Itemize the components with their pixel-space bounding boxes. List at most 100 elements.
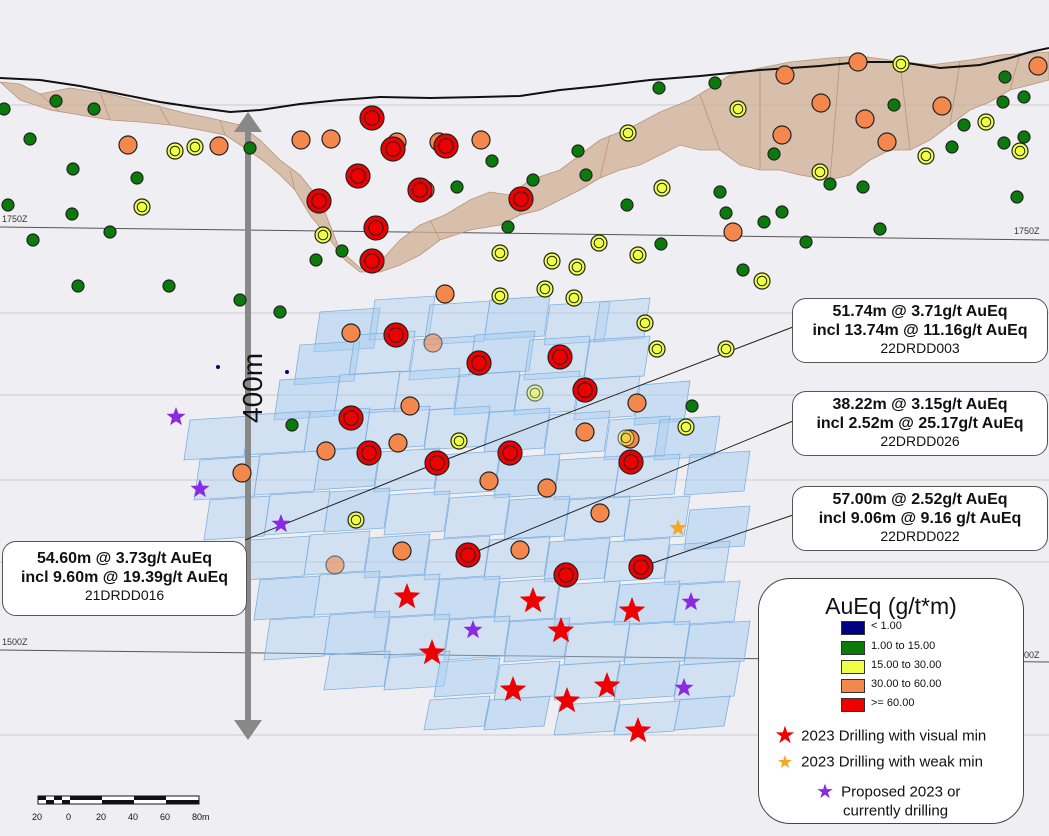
drill-hole-marker bbox=[823, 177, 837, 191]
block-tile bbox=[383, 490, 451, 536]
scale-label: 80m bbox=[192, 812, 210, 822]
legend-class-label: >= 60.00 bbox=[871, 697, 915, 709]
block-tile bbox=[683, 450, 751, 496]
drill-hole-marker bbox=[620, 198, 634, 212]
drill-hole-marker bbox=[209, 136, 229, 156]
drill-hole-marker bbox=[341, 323, 361, 343]
drill-hole-marker bbox=[717, 340, 735, 358]
drill-hole-marker bbox=[273, 305, 287, 319]
drill-hole-marker bbox=[848, 52, 868, 72]
drill-hole-marker bbox=[23, 132, 37, 146]
drill-hole-marker bbox=[547, 344, 573, 370]
block-tile bbox=[683, 620, 751, 666]
drill-hole-marker bbox=[590, 234, 608, 252]
legend-star-proposed-line2: currently drilling bbox=[843, 802, 948, 820]
block-tile bbox=[583, 335, 651, 381]
legend-star-label: currently drilling bbox=[843, 802, 949, 820]
drill-hole-marker bbox=[619, 124, 637, 142]
drill-hole-marker bbox=[359, 105, 385, 131]
scale-label: 60 bbox=[160, 812, 171, 822]
drill-hole-marker bbox=[811, 163, 829, 181]
drill-hole-marker bbox=[772, 125, 792, 145]
drill-hole-marker bbox=[855, 109, 875, 129]
drill-hole-marker bbox=[433, 133, 459, 159]
legend-star-proposed: ★ Proposed 2023 or bbox=[813, 782, 960, 802]
drill-hole-marker bbox=[1028, 56, 1048, 76]
block-tile bbox=[563, 620, 631, 666]
drill-hole-marker bbox=[553, 562, 579, 588]
block-tile bbox=[263, 615, 331, 661]
red-star-icon bbox=[618, 597, 646, 623]
callout-hole-id: 22DRDD022 bbox=[880, 528, 960, 544]
drill-hole-marker bbox=[233, 293, 247, 307]
drill-hole-marker bbox=[383, 322, 409, 348]
callout-line2: incl 9.06m @ 9.16 g/t AuEq bbox=[818, 510, 1022, 527]
drill-hole-marker bbox=[654, 237, 668, 251]
callout-22drdd003: 51.74m @ 3.71g/t AuEq incl 13.74m @ 11.1… bbox=[792, 298, 1048, 363]
callout-hole-id: 22DRDD026 bbox=[880, 433, 960, 449]
drill-hole-marker bbox=[877, 132, 897, 152]
drill-hole-marker bbox=[1017, 90, 1031, 104]
drill-hole-marker bbox=[708, 76, 722, 90]
legend-class-label: 15.00 to 30.00 bbox=[871, 659, 942, 671]
drill-hole-marker bbox=[243, 141, 257, 155]
elevation-label-1500-left: 1500Z bbox=[2, 637, 28, 647]
drill-hole-marker bbox=[133, 198, 151, 216]
block-tile bbox=[303, 530, 371, 576]
purple-star-icon bbox=[190, 479, 210, 498]
block-tile bbox=[683, 505, 751, 551]
block-tile bbox=[593, 297, 651, 343]
drill-hole-marker bbox=[811, 93, 831, 113]
drill-hole-marker-low bbox=[216, 365, 220, 369]
drill-hole-marker bbox=[873, 222, 887, 236]
scale-label: 20 bbox=[96, 812, 107, 822]
purple-star-icon bbox=[681, 592, 701, 611]
dimension-label: 400m bbox=[237, 352, 268, 423]
callout-line2: incl 2.52m @ 25.17g/t AuEq bbox=[816, 415, 1024, 432]
drill-hole-marker bbox=[291, 130, 311, 150]
legend-star-label: 2023 Drilling with weak min bbox=[801, 753, 983, 771]
legend-swatch bbox=[841, 679, 865, 693]
elevation-label-1750-left: 1750Z bbox=[2, 214, 28, 224]
red-star-icon bbox=[393, 583, 421, 609]
drill-hole-marker bbox=[579, 168, 593, 182]
drill-hole-marker bbox=[166, 142, 184, 160]
drill-hole-marker bbox=[285, 418, 299, 432]
drill-hole-marker bbox=[435, 284, 455, 304]
callout-line1: 57.00m @ 2.52g/t AuEq bbox=[832, 491, 1008, 508]
drill-hole-marker bbox=[571, 144, 585, 158]
drill-hole-marker bbox=[575, 422, 595, 442]
red-star-icon bbox=[593, 672, 621, 698]
callout-21drdd016: 54.60m @ 3.73g/t AuEq incl 9.60m @ 19.39… bbox=[2, 541, 247, 616]
drill-hole-marker bbox=[65, 207, 79, 221]
drill-hole-marker bbox=[543, 252, 561, 270]
block-tile bbox=[673, 695, 731, 731]
block-tile bbox=[673, 660, 741, 701]
block-tile bbox=[423, 695, 491, 731]
scale-label: 0 bbox=[66, 812, 72, 822]
callout-22drdd026: 38.22m @ 3.15g/t AuEq incl 2.52m @ 25.17… bbox=[792, 391, 1048, 456]
block-model bbox=[183, 295, 751, 736]
legend-class-label: < 1.00 bbox=[871, 620, 902, 632]
purple-star-icon bbox=[674, 678, 694, 697]
drill-hole-marker bbox=[617, 429, 635, 447]
block-tile bbox=[483, 295, 551, 341]
block-tile bbox=[613, 660, 681, 701]
drill-hole-marker bbox=[998, 70, 1012, 84]
legend-class-label: 30.00 to 60.00 bbox=[871, 678, 942, 690]
drill-hole-marker bbox=[325, 555, 345, 575]
dimension-arrow bbox=[234, 112, 262, 740]
drill-hole-marker bbox=[713, 185, 727, 199]
drill-hole-marker bbox=[306, 188, 332, 214]
block-tile bbox=[253, 450, 321, 496]
star-markers bbox=[166, 407, 701, 743]
drill-hole-marker bbox=[1017, 130, 1031, 144]
legend: AuEq (g/t*m) < 1.00 1.00 to 15.00 15.00 … bbox=[758, 578, 1024, 824]
drill-hole-marker bbox=[629, 246, 647, 264]
drill-hole-marker bbox=[648, 340, 666, 358]
drill-hole-marker bbox=[309, 253, 323, 267]
callout-line2: incl 9.60m @ 19.39g/t AuEq bbox=[20, 569, 229, 586]
drill-hole-marker bbox=[392, 541, 412, 561]
block-tile bbox=[483, 407, 551, 453]
drill-hole-marker bbox=[479, 471, 499, 491]
